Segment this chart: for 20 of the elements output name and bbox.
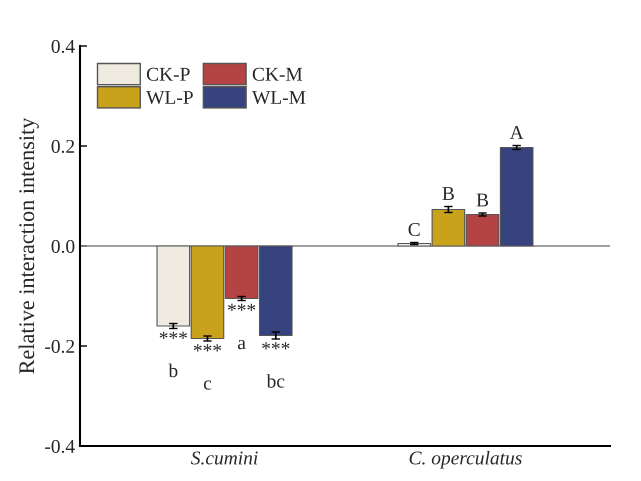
x-tick-label: S.cumini <box>191 451 258 465</box>
legend-label: CK-M <box>252 68 302 81</box>
x-tick-label: C. operculatus <box>410 450 522 468</box>
legend-label: WL-P <box>146 91 193 104</box>
data-label: B <box>476 194 488 206</box>
text: *** b <box>160 332 187 378</box>
data-label: C <box>408 222 420 236</box>
data-label: A <box>510 126 524 139</box>
y-tick-label: -0.4 <box>45 440 75 454</box>
legend-label: CK-P <box>146 68 190 81</box>
y-tick-label: 0.4 <box>52 40 75 54</box>
y-tick-label: 0.2 <box>52 140 74 154</box>
y-axis-title: Relative interaction intensity <box>18 118 39 374</box>
data-label: B <box>442 187 454 200</box>
y-tick-label: -0.2 <box>45 340 74 354</box>
y-tick-label: 0.0 <box>52 240 74 254</box>
text: *** bc <box>262 342 290 388</box>
text: *** c <box>194 344 222 390</box>
text: *** a <box>228 304 256 350</box>
legend-label: WL-M <box>252 91 306 104</box>
